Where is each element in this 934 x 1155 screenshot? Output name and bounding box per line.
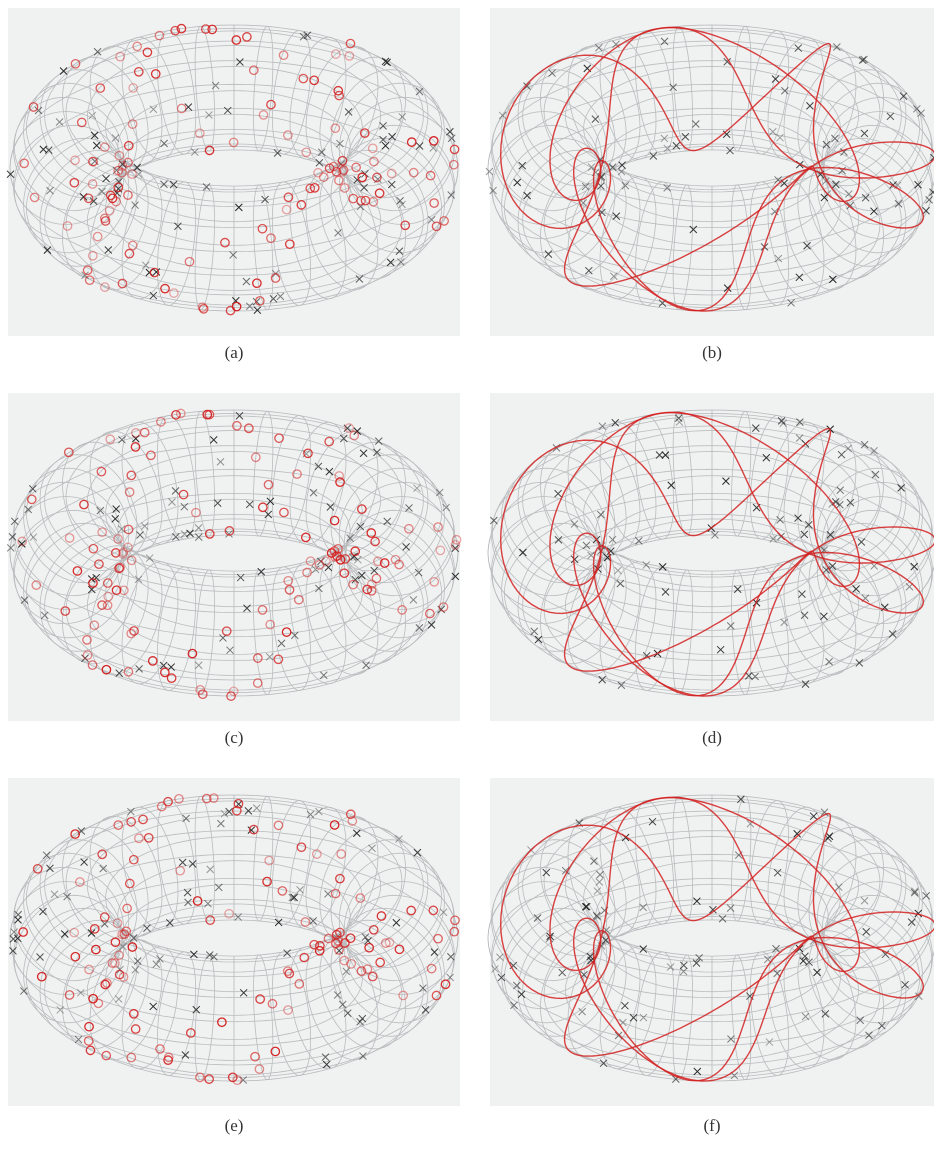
panel: [488, 778, 934, 1106]
panel: [8, 778, 460, 1106]
figure: (a) (b) (c) (d) (e) (f): [0, 0, 934, 1155]
panel-label: (c): [225, 728, 244, 747]
panel-label: (b): [702, 343, 722, 362]
panel-label: (a): [225, 343, 244, 362]
panel: [488, 393, 934, 721]
panel-label: (f): [704, 1116, 721, 1135]
panel: [7, 393, 461, 721]
panel: [7, 8, 460, 336]
panel-label: (e): [225, 1116, 244, 1135]
panel-label: (d): [702, 728, 722, 747]
panel: [486, 8, 934, 336]
